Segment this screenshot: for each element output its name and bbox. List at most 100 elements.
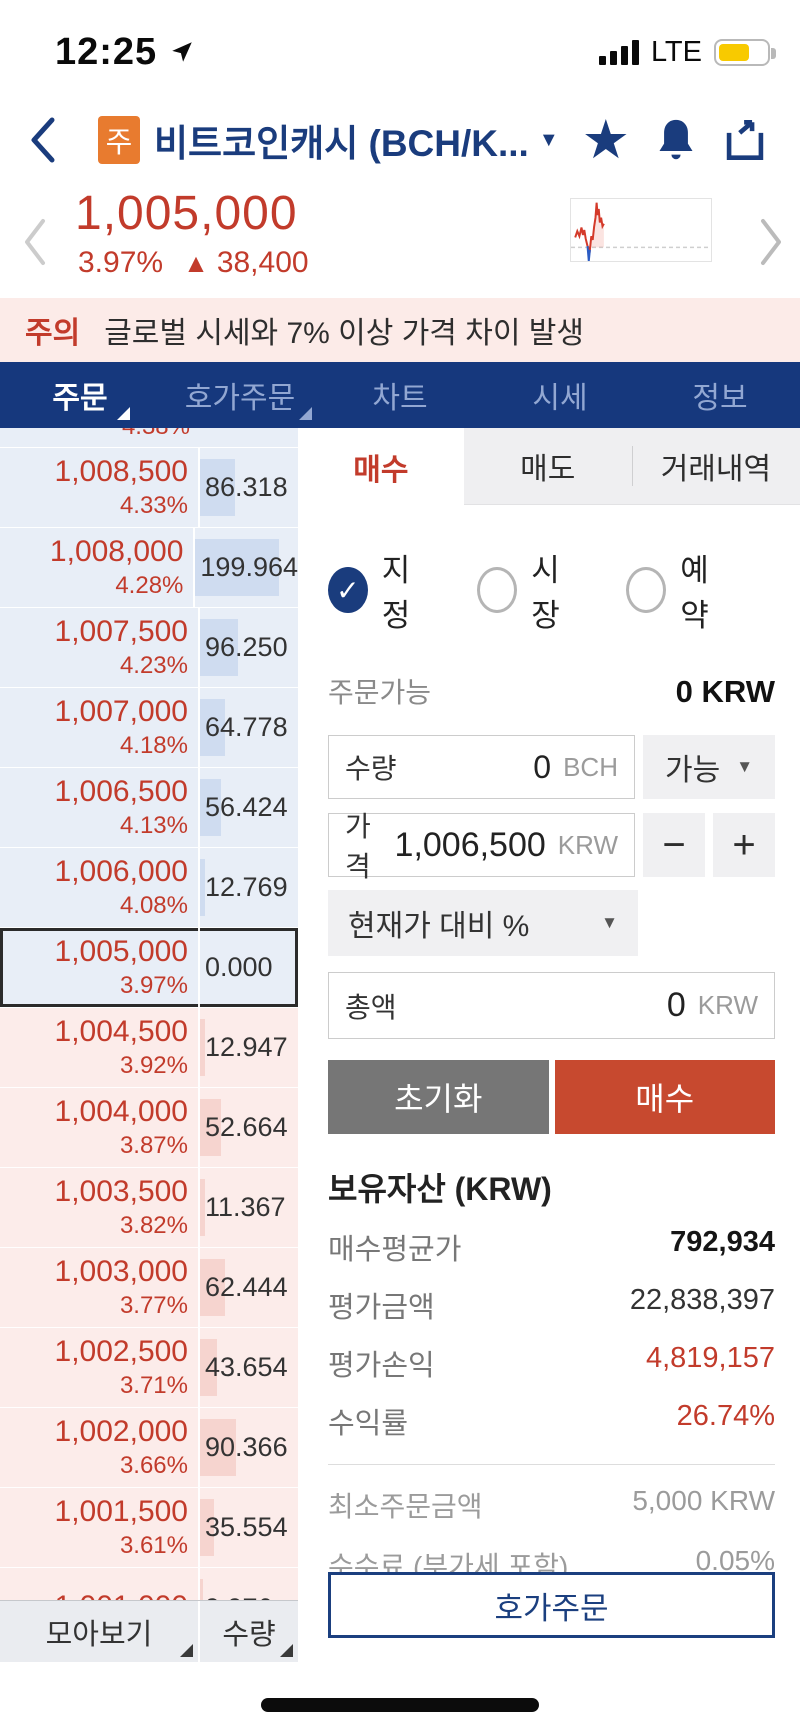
- orderbook-qty-cell[interactable]: 12.769: [200, 848, 298, 927]
- orderbook-qty-cell[interactable]: 35.554: [200, 1488, 298, 1567]
- depth-bar: [200, 1499, 214, 1556]
- radio-unchecked-icon[interactable]: [626, 567, 667, 613]
- location-arrow-icon: [169, 39, 195, 65]
- percent-vs-current-dropdown[interactable]: 현재가 대비 % ▼: [328, 890, 638, 956]
- tab-info[interactable]: 정보: [692, 382, 748, 415]
- orderbook-row[interactable]: 1,008,000 4.28% 199.964: [0, 528, 298, 608]
- next-market-chevron-icon[interactable]: [758, 216, 784, 273]
- depth-bar: [200, 1339, 217, 1396]
- price-input[interactable]: 가격 1,006,500 KRW: [328, 811, 635, 882]
- quantity-value: 0: [533, 748, 552, 785]
- price-unit: KRW: [557, 829, 618, 860]
- home-indicator[interactable]: [261, 1698, 539, 1712]
- orderbook-qty-cell[interactable]: 62.444: [200, 1248, 298, 1327]
- available-value: 0 KRW: [675, 674, 775, 709]
- orderbook-qty-cell[interactable]: 52.664: [200, 1088, 298, 1167]
- current-price: 1,005,000: [75, 187, 298, 240]
- orderbook-qty-cell[interactable]: 96.250: [200, 608, 298, 687]
- orderbook-price-cell[interactable]: 1,006,000 4.08%: [0, 848, 200, 927]
- orderbook-price-cell[interactable]: 1,001,500 3.61%: [0, 1488, 200, 1567]
- radio-checked-icon[interactable]: ✓: [328, 567, 368, 613]
- sparkline-chart[interactable]: [570, 198, 712, 262]
- quantity-input[interactable]: 수량 0 BCH: [328, 735, 635, 799]
- price-minus-button[interactable]: −: [643, 813, 705, 877]
- chevron-down-icon: ▼: [601, 913, 618, 932]
- orderbook-qty-cell[interactable]: 86.318: [200, 448, 298, 527]
- orderbook-price-cell[interactable]: 1,002,500 3.71%: [0, 1328, 200, 1407]
- orderbook-row[interactable]: 1,002,500 3.71% 43.654: [0, 1328, 298, 1408]
- tab-orderbook-order[interactable]: 호가주문: [160, 362, 320, 428]
- total-value: 0: [666, 986, 686, 1024]
- asset-row-avg-buy-price: 매수평균가 792,934: [328, 1226, 775, 1266]
- radio-limit[interactable]: ✓ 지정: [328, 545, 431, 635]
- orderbook-row[interactable]: 1,006,000 4.08% 12.769: [0, 848, 298, 928]
- total-input[interactable]: 총액 0 KRW: [328, 972, 775, 1039]
- orderbook-row[interactable]: 1,008,500 4.33% 86.318: [0, 448, 298, 528]
- orderbook-row-selected[interactable]: 1,005,000 3.97% 0.000: [0, 928, 298, 1008]
- depth-bar: [200, 1259, 225, 1316]
- orderbook-price-cell[interactable]: 1,007,000 4.18%: [0, 688, 200, 767]
- min-order-row: 최소주문금액 5,000 KRW: [328, 1485, 775, 1522]
- page-title[interactable]: 비트코인캐시 (BCH/K...: [154, 123, 529, 164]
- orderbook-row[interactable]: 1,003,000 3.77% 62.444: [0, 1248, 298, 1328]
- orderbook-qty-cell[interactable]: 43.654: [200, 1328, 298, 1407]
- orderbook-price-cell[interactable]: 1,006,500 4.13%: [0, 768, 200, 847]
- orderbook-qty-cell[interactable]: 199.964: [195, 528, 298, 607]
- orderbook-qty-cell[interactable]: 12.947: [200, 1008, 298, 1087]
- orderbook-price-cell[interactable]: 1,005,000 3.97%: [0, 928, 200, 1007]
- orderbook-qty-cell[interactable]: 56.424: [200, 768, 298, 847]
- orderbook-row[interactable]: 1,004,500 3.92% 12.947: [0, 1008, 298, 1088]
- radio-reserve[interactable]: 예약: [626, 545, 729, 635]
- prev-market-chevron-icon[interactable]: [22, 216, 48, 273]
- price-plus-button[interactable]: +: [713, 813, 775, 877]
- radio-unchecked-icon[interactable]: [477, 567, 518, 613]
- back-button[interactable]: [28, 116, 56, 164]
- orderbook-qty-cell[interactable]: 11.367: [200, 1168, 298, 1247]
- tab-market[interactable]: 시세: [532, 382, 588, 415]
- caution-badge: 주: [98, 116, 140, 164]
- orderbook-qty-cell[interactable]: 64.778: [200, 688, 298, 767]
- orderbook-order-button[interactable]: 호가주문: [328, 1572, 775, 1638]
- tab-sell[interactable]: 매도: [463, 428, 632, 505]
- possible-dropdown-button[interactable]: 가능 ▼: [643, 735, 775, 799]
- orderbook-price-cell[interactable]: 1,008,500 4.33%: [0, 448, 200, 527]
- tab-order[interactable]: 주문: [0, 362, 160, 428]
- orderbook-price-cell[interactable]: 1,008,000 4.28%: [0, 528, 196, 607]
- orderbook-price-cell[interactable]: 1,003,000 3.77%: [0, 1248, 200, 1327]
- orderbook-row[interactable]: 1,007,000 4.18% 64.778: [0, 688, 298, 768]
- orderbook-price-cell[interactable]: 1,004,500 3.92%: [0, 1008, 200, 1087]
- tab-trade-history[interactable]: 거래내역: [631, 428, 800, 505]
- orderbook-qty-cell[interactable]: 90.366: [200, 1408, 298, 1487]
- orderbook-price-cell[interactable]: 1,003,500 3.82%: [0, 1168, 200, 1247]
- quantity-column-button[interactable]: 수량: [200, 1601, 298, 1662]
- orderbook-row[interactable]: 1,001,500 3.61% 35.554: [0, 1488, 298, 1568]
- header: 주 비트코인캐시 (BCH/K... ▼ ★: [0, 90, 800, 190]
- orderbook-row[interactable]: 1,004,000 3.87% 52.664: [0, 1088, 298, 1168]
- orderbook-price-cell[interactable]: 1,004,000 3.87%: [0, 1088, 200, 1167]
- available-label: 주문가능: [328, 677, 432, 708]
- radio-market[interactable]: 시장: [477, 545, 580, 635]
- share-icon[interactable]: [722, 116, 768, 164]
- collapse-view-button[interactable]: 모아보기: [0, 1601, 200, 1662]
- chevron-down-icon[interactable]: ▼: [538, 128, 559, 151]
- tab-buy[interactable]: 매수: [298, 428, 464, 505]
- orderbook-qty-cell[interactable]: 0.000: [205, 952, 273, 982]
- favorite-star-icon[interactable]: ★: [581, 110, 630, 170]
- alert-bell-icon[interactable]: [654, 116, 698, 164]
- orderbook-row[interactable]: 1,002,000 3.66% 90.366: [0, 1408, 298, 1488]
- battery-icon: [714, 38, 776, 66]
- orderbook-partial-row-bottom[interactable]: 1,001,000 9.976: [0, 1568, 298, 1600]
- orderbook-partial-row-top: 4.38%: [0, 428, 298, 448]
- orderbook: 4.38% 1,008,5004.33%86.3181,008,0004.28%…: [0, 428, 298, 1662]
- reset-button[interactable]: 초기화: [328, 1060, 549, 1134]
- trade-tabs: 매수 매도 거래내역: [298, 428, 800, 505]
- depth-bar: [200, 619, 239, 676]
- buy-button[interactable]: 매수: [554, 1060, 775, 1134]
- orderbook-row[interactable]: 1,003,500 3.82% 11.367: [0, 1168, 298, 1248]
- tab-chart[interactable]: 차트: [372, 382, 428, 415]
- orderbook-price-cell[interactable]: 1,002,000 3.66%: [0, 1408, 200, 1487]
- orderbook-price-cell[interactable]: 1,007,500 4.23%: [0, 608, 200, 687]
- orderbook-row[interactable]: 1,007,500 4.23% 96.250: [0, 608, 298, 688]
- orderbook-row[interactable]: 1,006,500 4.13% 56.424: [0, 768, 298, 848]
